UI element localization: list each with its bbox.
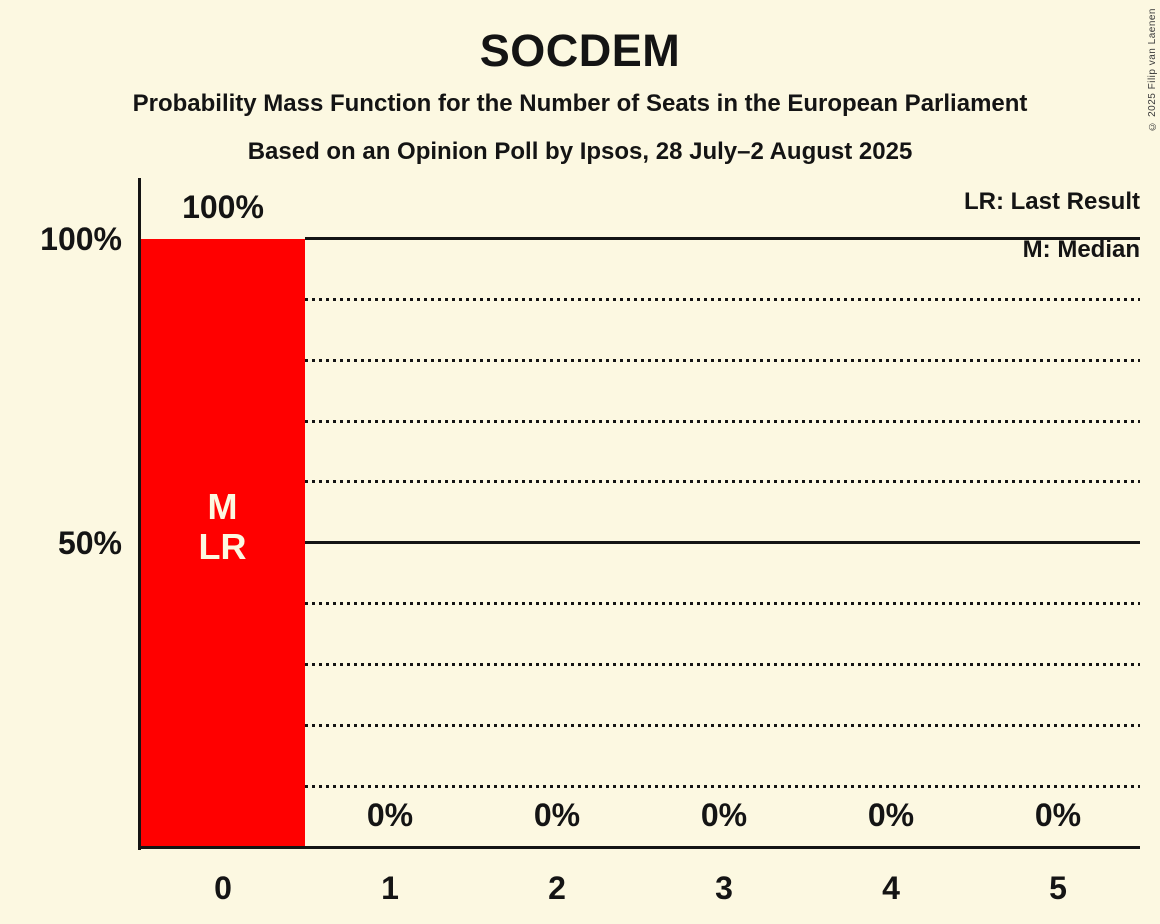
bar-annotation-line: M — [207, 486, 238, 527]
gridline-dotted-60 — [305, 480, 1140, 483]
bar-seat-0 — [140, 239, 305, 848]
gridline-dotted-80 — [305, 359, 1140, 362]
x-tick-label-2: 2 — [548, 870, 566, 906]
x-tick-label-1: 1 — [381, 870, 399, 906]
gridline-solid-100 — [305, 237, 1140, 240]
x-axis-line — [138, 846, 1140, 849]
gridline-dotted-20 — [305, 724, 1140, 727]
gridline-dotted-10 — [305, 785, 1140, 788]
gridline-dotted-90 — [305, 298, 1140, 301]
chart-subtitle: Probability Mass Function for the Number… — [132, 90, 1028, 117]
x-tick-label-5: 5 — [1049, 870, 1067, 906]
legend-median: M: Median — [1022, 236, 1140, 263]
bar-annotation-0: M LR — [140, 487, 305, 567]
gridline-dotted-70 — [305, 420, 1140, 423]
bar-value-label-3: 0% — [700, 797, 748, 833]
bar-value-label-0: 100% — [182, 189, 264, 225]
x-tick-label-0: 0 — [214, 870, 232, 906]
gridline-solid-50 — [305, 541, 1140, 544]
y-axis-label-100: 100% — [40, 221, 122, 257]
gridline-dotted-30 — [305, 663, 1140, 666]
x-tick-label-4: 4 — [882, 870, 900, 906]
legend-last-result: LR: Last Result — [963, 188, 1140, 215]
x-tick-label-3: 3 — [715, 870, 733, 906]
bar-value-label-2: 0% — [533, 797, 581, 833]
chart-poll-line: Based on an Opinion Poll by Ipsos, 28 Ju… — [247, 138, 913, 165]
y-axis-line — [138, 178, 141, 850]
bar-value-label-1: 0% — [366, 797, 414, 833]
bar-value-label-4: 0% — [867, 797, 915, 833]
y-axis-label-50: 50% — [57, 525, 122, 561]
gridline-dotted-40 — [305, 602, 1140, 605]
bar-annotation-line: LR — [198, 526, 247, 567]
copyright-text: © 2025 Filip van Laenen — [1147, 8, 1158, 132]
bar-value-label-5: 0% — [1034, 797, 1082, 833]
chart-title: SOCDEM — [479, 25, 681, 76]
